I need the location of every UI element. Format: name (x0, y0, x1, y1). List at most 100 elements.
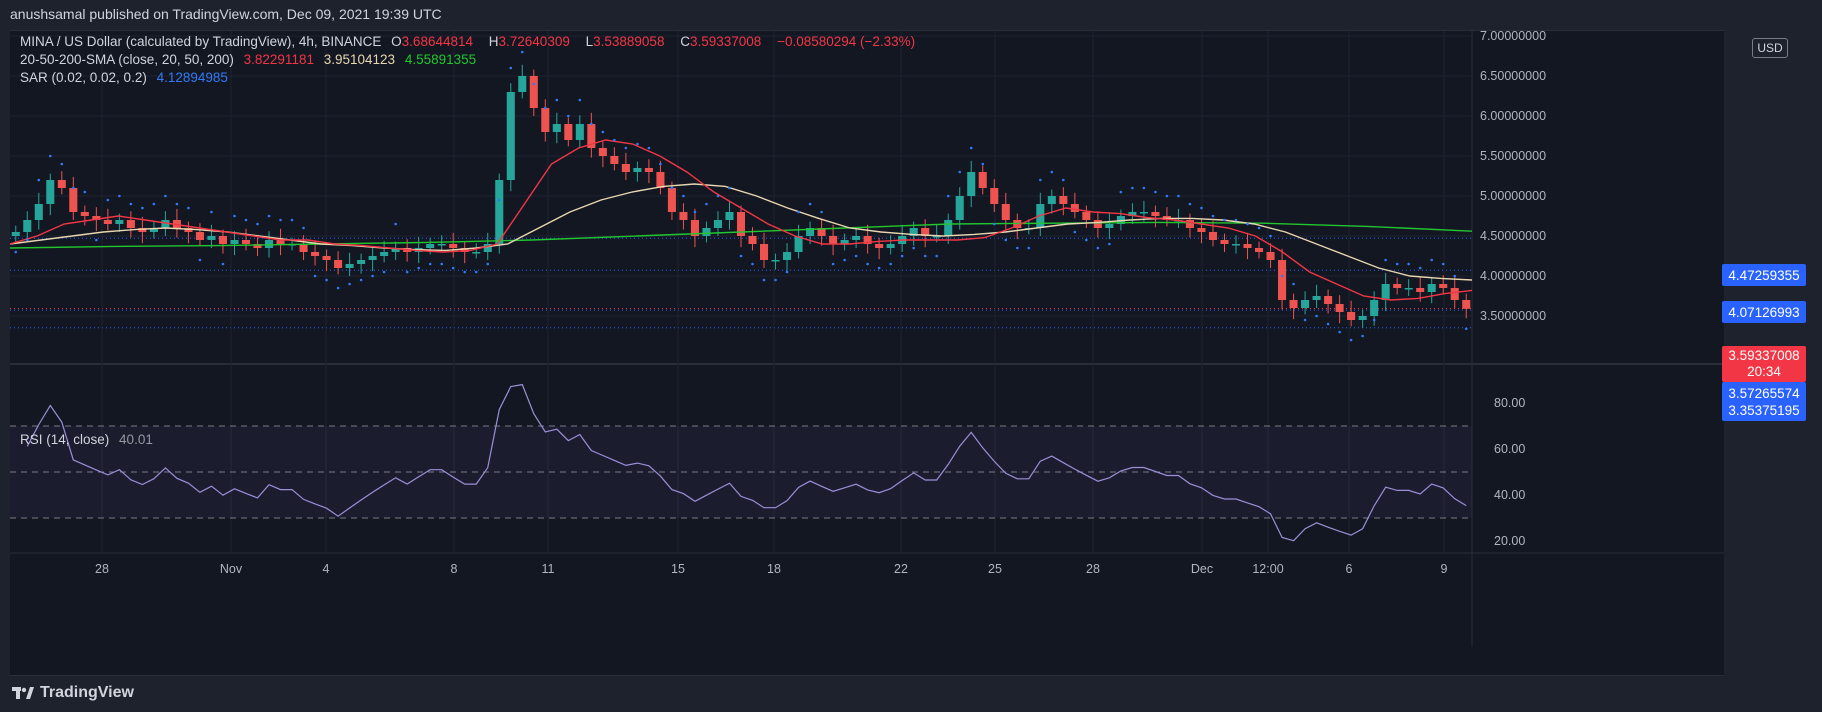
candle-body (644, 168, 653, 172)
sma-title: 20-50-200-SMA (close, 20, 50, 200) (20, 52, 234, 67)
candle-body (1070, 204, 1079, 212)
sar-dot (1015, 246, 1019, 250)
time-tick-label: 9 (1441, 562, 1448, 576)
candle-body (518, 76, 527, 92)
candle-body (449, 244, 458, 248)
sar-dot (1407, 262, 1410, 266)
symbol-legend: MINA / US Dollar (calculated by TradingV… (20, 34, 921, 49)
price-tick-label: 7.00000000 (1480, 31, 1546, 43)
candle-body (1324, 296, 1333, 304)
sar-dot (428, 262, 432, 266)
candle-body (621, 164, 630, 172)
sar-dot (1257, 226, 1261, 230)
time-tick-label: 6 (1346, 562, 1353, 576)
candle-body (241, 240, 251, 244)
candle-body (311, 252, 320, 256)
price-tick-label: 3.50000000 (1480, 309, 1546, 323)
candle-body (944, 220, 953, 236)
sar-dot (1200, 206, 1203, 210)
sar-dot (567, 114, 570, 118)
sar-dot (164, 194, 167, 198)
candle-body (909, 228, 918, 236)
sar-dot (279, 218, 282, 222)
tradingview-footer[interactable]: TradingView (12, 684, 134, 702)
sar-dot (233, 214, 236, 218)
candle-body (380, 252, 389, 256)
candle-body (783, 252, 792, 260)
chart-area[interactable]: 7.00000000 6.50000000 6.00000000 5.50000000… (10, 30, 1724, 676)
countdown-timer: 20:34 (1747, 364, 1781, 379)
sar-dot (624, 146, 628, 150)
sar-dot (221, 262, 225, 266)
candle-body (149, 228, 158, 232)
open-value: O3.68644814 (391, 34, 473, 49)
sar-dot (1108, 242, 1111, 246)
price-tick-label: 6.00000000 (1480, 109, 1546, 123)
price-pane (10, 31, 1472, 364)
sar-dot (1326, 322, 1330, 326)
candle-body (80, 212, 89, 216)
candle-body (1151, 212, 1160, 216)
candle-body (1278, 260, 1287, 300)
time-tick-label: 8 (451, 562, 458, 576)
candle-body (46, 180, 55, 204)
sar-dot (25, 238, 29, 242)
candle-body (1255, 248, 1264, 252)
sar-dot (1119, 190, 1123, 194)
sar-dot (992, 222, 996, 226)
candle-body (759, 244, 769, 260)
candle-body (1427, 284, 1436, 292)
candle-body (1197, 228, 1206, 232)
candle-body (575, 124, 584, 140)
sar-dot (532, 82, 536, 86)
sar-dot (175, 202, 179, 206)
sar-dot (1315, 314, 1318, 318)
sma200-value: 4.55891355 (404, 52, 477, 67)
sar-dot (659, 162, 662, 166)
sar-dot (1154, 190, 1157, 194)
last-price-tag: 3.59337008 20:34 (1722, 346, 1806, 382)
candle-body (932, 236, 941, 238)
candle-body (587, 124, 596, 148)
candle-body (57, 180, 66, 188)
sar-dot (440, 262, 443, 266)
chart-svg[interactable]: 7.00000000 6.50000000 6.00000000 5.50000000… (10, 31, 1724, 675)
candle-body (771, 260, 780, 262)
sar-dot (797, 210, 800, 214)
sma50-value: 3.95104123 (323, 52, 396, 67)
sar-dot (72, 186, 75, 190)
candle-body (334, 260, 343, 268)
candle-body (875, 244, 884, 248)
sar-dot (636, 142, 639, 146)
sar-dot (118, 194, 121, 198)
candle-body (1370, 300, 1379, 316)
price-tick-label: 4.50000000 (1480, 229, 1546, 243)
candle-body (852, 236, 861, 240)
candle-body (126, 220, 135, 228)
candle-body (207, 236, 216, 240)
sar-dot (1246, 222, 1249, 226)
sar-dot (474, 270, 478, 274)
candle-body (794, 236, 803, 252)
sar-dot (1027, 246, 1031, 250)
sar-dot (831, 262, 835, 266)
sar-dot (451, 266, 455, 270)
currency-badge[interactable]: USD (1752, 38, 1788, 58)
candle-body (1404, 288, 1413, 290)
candle-body (230, 240, 239, 244)
rsi-tick-label: 40.00 (1494, 488, 1525, 502)
sar-dot (843, 258, 846, 262)
price-tick-label: 4.00000000 (1480, 269, 1546, 283)
time-tick-label: Dec (1191, 562, 1213, 576)
sar-dot (900, 254, 904, 258)
sar-dot (520, 50, 524, 54)
sar-dot (1142, 186, 1146, 190)
sar-dot (463, 270, 467, 274)
candle-body (1462, 300, 1471, 309)
candle-body (1105, 224, 1114, 228)
sar-dot (1073, 230, 1077, 234)
rsi-tick-label: 60.00 (1494, 442, 1525, 456)
price-tick-label: 5.50000000 (1480, 149, 1546, 163)
candle-body (679, 212, 688, 220)
sar-dot (762, 278, 766, 282)
